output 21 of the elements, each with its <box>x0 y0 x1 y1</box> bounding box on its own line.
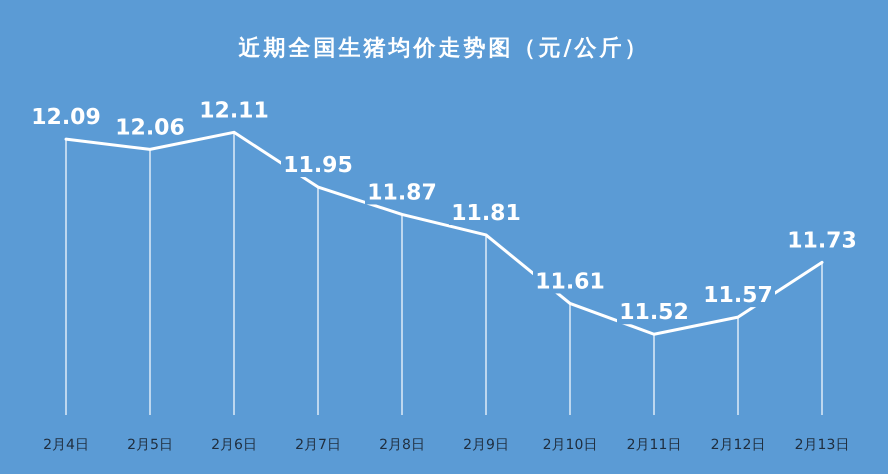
data-label: 12.11 <box>199 98 269 124</box>
data-label: 12.09 <box>31 105 101 130</box>
data-label: 11.52 <box>619 300 689 326</box>
data-label: 11.57 <box>703 283 773 308</box>
data-label: 11.73 <box>787 228 857 254</box>
x-tick-label: 2月8日 <box>379 437 425 453</box>
x-tick-label: 2月12日 <box>710 437 766 453</box>
x-tick-label: 2月6日 <box>211 437 257 453</box>
x-tick-label: 2月13日 <box>794 437 850 453</box>
x-tick-label: 2月11日 <box>626 437 682 453</box>
x-tick-label: 2月9日 <box>463 437 509 453</box>
data-label: 11.81 <box>451 200 521 226</box>
x-tick-label: 2月10日 <box>542 437 598 453</box>
x-tick-label: 2月4日 <box>43 437 89 453</box>
data-label: 11.87 <box>367 180 437 206</box>
chart-title: 近期全国生猪均价走势图（元/公斤） <box>237 36 650 61</box>
x-tick-label: 2月5日 <box>127 437 173 453</box>
data-label: 11.61 <box>535 269 605 294</box>
data-label: 12.06 <box>115 115 185 140</box>
x-tick-label: 2月7日 <box>295 437 341 453</box>
data-label: 11.95 <box>283 153 353 178</box>
